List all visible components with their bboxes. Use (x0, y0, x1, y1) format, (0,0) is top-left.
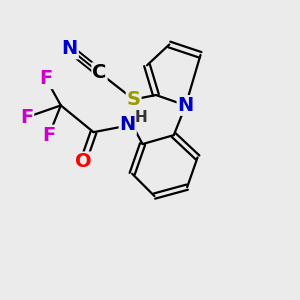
Text: O: O (75, 152, 92, 171)
Text: F: F (42, 126, 56, 145)
Text: N: N (120, 115, 136, 134)
Text: N: N (61, 39, 78, 58)
Text: F: F (20, 108, 33, 127)
Text: N: N (178, 96, 194, 115)
Text: C: C (92, 63, 107, 82)
Text: F: F (39, 69, 52, 88)
Text: H: H (135, 110, 148, 125)
Text: S: S (127, 90, 141, 109)
